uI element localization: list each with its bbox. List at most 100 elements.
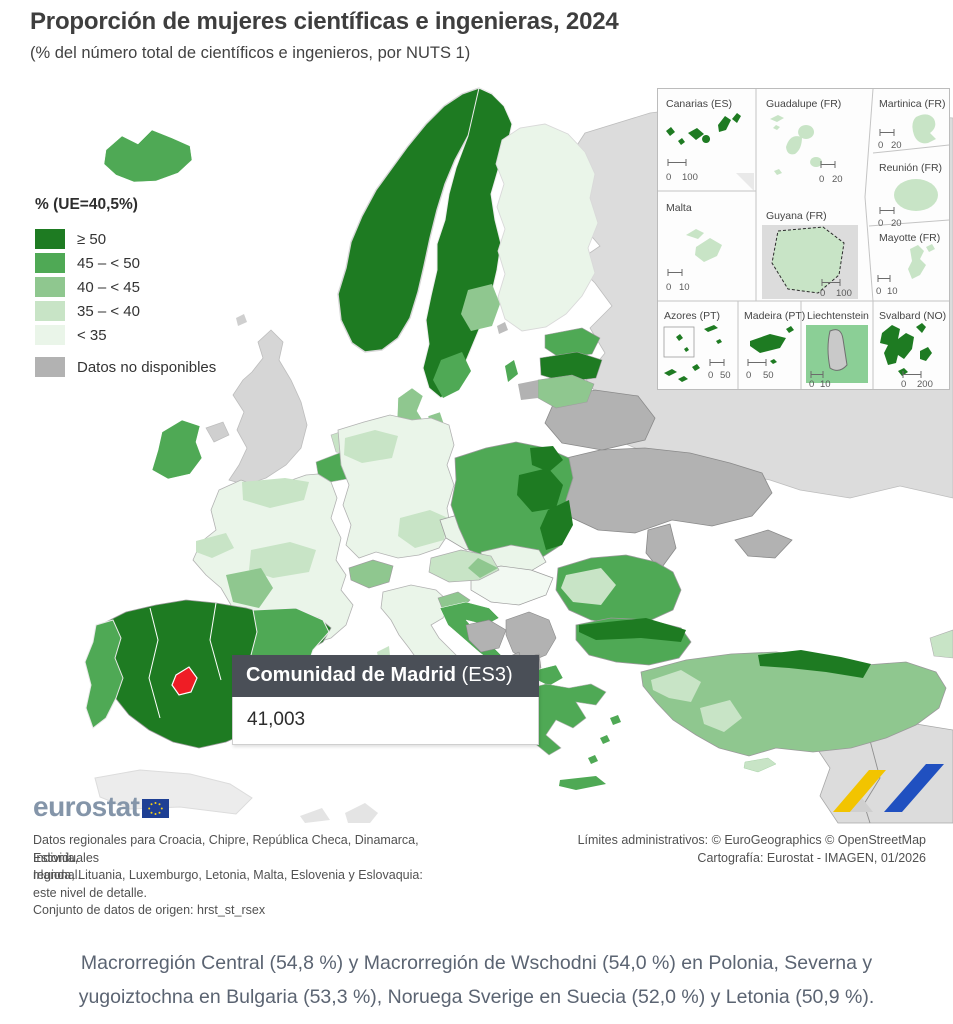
region-iceland[interactable] bbox=[103, 129, 193, 183]
region-bulgaria-north[interactable] bbox=[579, 618, 686, 642]
svg-text:100: 100 bbox=[682, 172, 698, 183]
reunion-scalebar: 0 20 bbox=[878, 207, 902, 229]
legend-class-row[interactable]: 35 – < 40 bbox=[35, 300, 216, 322]
region-moldova[interactable] bbox=[645, 523, 677, 571]
inset-title-madeira: Madeira (PT) bbox=[744, 310, 805, 322]
guadalupe-islands[interactable] bbox=[770, 115, 823, 175]
europe-choropleth-map[interactable] bbox=[0, 78, 953, 824]
azores-islands[interactable] bbox=[663, 325, 722, 382]
footnote-line: este nivel de detalle. bbox=[33, 885, 147, 900]
admin-limits-credit: Límites administrativos: © EuroGeographi… bbox=[577, 833, 926, 847]
region-germany-southeast[interactable] bbox=[398, 510, 448, 548]
svg-text:20: 20 bbox=[832, 174, 843, 185]
region-estonia[interactable] bbox=[544, 327, 601, 359]
region-austria-east[interactable] bbox=[468, 558, 498, 578]
page-curl bbox=[736, 173, 754, 191]
svg-text:0: 0 bbox=[820, 288, 825, 299]
bottom-caption: Macrorregión Central (54,8 %) y Macrorre… bbox=[0, 946, 953, 1014]
region-serbia[interactable] bbox=[505, 611, 557, 663]
legend-swatch-45-50 bbox=[35, 253, 65, 273]
region-gotland[interactable] bbox=[505, 360, 518, 382]
region-greek-islands bbox=[588, 715, 621, 764]
eurostat-logo[interactable]: eurostat bbox=[33, 791, 170, 822]
region-france-north[interactable] bbox=[242, 478, 309, 508]
madeira-islands[interactable] bbox=[750, 326, 794, 364]
tooltip-header: Comunidad de Madrid (ES3) bbox=[232, 655, 539, 697]
footnote-line: Datos regionales para Croacia, Chipre, R… bbox=[33, 833, 419, 865]
liechtenstein-map[interactable] bbox=[806, 325, 868, 383]
legend-class-row[interactable]: 45 – < 50 bbox=[35, 252, 216, 274]
svg-text:50: 50 bbox=[720, 370, 731, 381]
svg-text:20: 20 bbox=[891, 140, 902, 151]
region-aland bbox=[497, 322, 508, 334]
eurostat-wordmark: eurostat bbox=[33, 791, 140, 822]
martinica-island[interactable] bbox=[912, 114, 936, 144]
region-united-kingdom[interactable] bbox=[228, 329, 308, 486]
region-hungary[interactable] bbox=[470, 565, 554, 606]
inset-title-canarias: Canarias (ES) bbox=[666, 98, 732, 110]
azores-scalebar: 0 50 bbox=[708, 359, 731, 381]
region-romania-west[interactable] bbox=[561, 568, 616, 605]
svg-text:0: 0 bbox=[819, 174, 824, 185]
canarias-islands[interactable] bbox=[666, 113, 741, 145]
region-crete[interactable] bbox=[559, 776, 606, 790]
legend-class-row[interactable]: 40 – < 45 bbox=[35, 276, 216, 298]
footnote-overlap-layer: Individuales regional. bbox=[33, 850, 99, 885]
region-turkey-southwest[interactable] bbox=[700, 700, 742, 732]
tooltip-value: 41,003 bbox=[232, 697, 539, 745]
footnote-overlap-line: Individuales bbox=[33, 850, 100, 865]
region-ukraine[interactable] bbox=[547, 447, 773, 534]
region-middle-east-border bbox=[863, 732, 881, 824]
inset-title-guyana: Guyana (FR) bbox=[766, 210, 827, 222]
svg-text:10: 10 bbox=[679, 282, 690, 293]
region-bosnia[interactable] bbox=[465, 619, 507, 653]
footnote-line: Conjunto de datos de origen: hrst_st_rse… bbox=[33, 903, 266, 917]
region-france-centre[interactable] bbox=[249, 542, 316, 578]
region-cyprus[interactable] bbox=[743, 757, 777, 773]
region-northern-ireland[interactable] bbox=[205, 421, 230, 443]
region-north-africa bbox=[94, 769, 253, 815]
region-poland-central[interactable] bbox=[517, 468, 563, 512]
cartography-credit: Cartografía: Eurostat - IMAGEN, 01/2026 bbox=[697, 851, 926, 865]
legend-swatch-ge50 bbox=[35, 229, 65, 249]
legend-swatch-lt35 bbox=[35, 325, 65, 345]
region-turkey-north[interactable] bbox=[758, 650, 871, 678]
svg-text:10: 10 bbox=[887, 286, 898, 297]
legend-label: ≥ 50 bbox=[77, 230, 107, 248]
reunion-island[interactable] bbox=[894, 179, 938, 211]
tooltip-region-name: Comunidad de Madrid bbox=[246, 664, 456, 686]
region-caucasus[interactable] bbox=[929, 629, 953, 659]
svalbard-scalebar: 0 200 bbox=[901, 371, 933, 389]
region-poland-northeast[interactable] bbox=[530, 446, 563, 472]
legend-class-row[interactable]: ≥ 50 bbox=[35, 228, 216, 250]
svg-text:0: 0 bbox=[666, 172, 671, 183]
region-finland[interactable] bbox=[495, 123, 599, 332]
legend-label: 35 – < 40 bbox=[77, 302, 140, 320]
region-sweden-central[interactable] bbox=[461, 284, 500, 331]
region-poland-east[interactable] bbox=[540, 500, 573, 550]
legend-no-data-row[interactable]: Datos no disponibles bbox=[35, 356, 216, 378]
region-germany-northwest[interactable] bbox=[344, 430, 398, 463]
region-france-southwest[interactable] bbox=[226, 568, 273, 608]
region-sweden-south[interactable] bbox=[433, 352, 471, 398]
inset-grid-lines bbox=[658, 89, 949, 389]
region-ireland[interactable] bbox=[151, 419, 203, 480]
region-portugal[interactable] bbox=[84, 619, 124, 729]
svg-text:0: 0 bbox=[878, 218, 883, 229]
page-title: Proporción de mujeres científicas e inge… bbox=[30, 8, 619, 35]
legend-swatch-40-45 bbox=[35, 277, 65, 297]
region-madrid-selected[interactable] bbox=[171, 666, 198, 696]
svg-text:0: 0 bbox=[708, 370, 713, 381]
region-switzerland[interactable] bbox=[348, 559, 394, 589]
inset-title-guadalupe: Guadalupe (FR) bbox=[766, 98, 841, 110]
mayotte-island[interactable] bbox=[908, 244, 935, 279]
region-turkey-west[interactable] bbox=[651, 670, 701, 702]
region-crimea[interactable] bbox=[734, 529, 793, 559]
guyana-map[interactable] bbox=[762, 225, 858, 299]
svalbard-islands[interactable] bbox=[880, 323, 932, 376]
region-brittany[interactable] bbox=[196, 533, 234, 558]
region-latvia[interactable] bbox=[539, 351, 603, 383]
malta-islands[interactable] bbox=[686, 229, 722, 262]
legend-class-row[interactable]: < 35 bbox=[35, 324, 216, 346]
legend-title: % (UE=40,5%) bbox=[35, 196, 138, 213]
